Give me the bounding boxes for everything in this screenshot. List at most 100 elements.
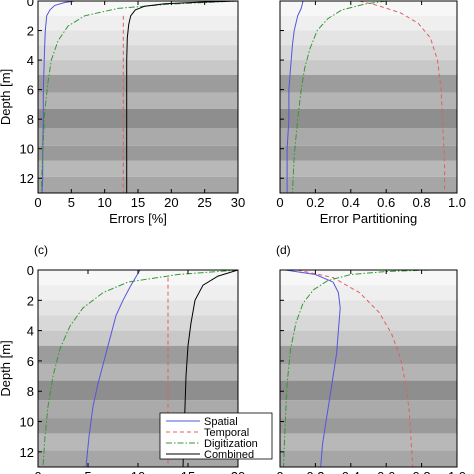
depth-band <box>38 363 238 381</box>
y-tick-label: 0 <box>27 0 34 9</box>
x-tick-label: 0 <box>34 195 41 210</box>
depth-band <box>38 145 238 161</box>
x-tick-label: 1.0 <box>448 195 466 210</box>
depth-band <box>280 30 457 46</box>
y-tick-label: 8 <box>27 112 34 127</box>
y-tick-label: 4 <box>27 53 34 68</box>
series-line-digitization <box>291 1 387 193</box>
legend-label: Combined <box>204 449 254 461</box>
y-tick-label: 12 <box>20 445 34 460</box>
x-tick-label: 0.4 <box>342 469 360 474</box>
series-line-digitization <box>283 270 431 467</box>
depth-band <box>38 128 238 146</box>
series-clip <box>285 270 341 467</box>
y-tick-label: 2 <box>27 24 34 39</box>
y-tick-label: 10 <box>20 142 34 157</box>
x-axis-label: Errors [%] <box>109 211 167 226</box>
plot-frame <box>279 0 458 194</box>
x-tick-label: 10 <box>97 195 111 210</box>
x-tick-label: 30 <box>231 195 245 210</box>
depth-band <box>280 400 457 419</box>
depth-band <box>280 128 457 146</box>
x-tick-label: 10 <box>131 469 145 474</box>
x-tick-label: 15 <box>131 195 145 210</box>
y-tick-label: 4 <box>27 324 34 339</box>
panel-a: 0 5 10 15 20 25 30 0 2 4 6 8 10 12 Errors [%] Depth [m] <box>0 0 245 226</box>
depth-band <box>280 315 457 331</box>
depth-band <box>38 92 238 109</box>
panel-tag: (c) <box>34 243 48 257</box>
series-clip <box>291 1 387 193</box>
y-tick-label: 0 <box>27 263 34 278</box>
panel-tag: (d) <box>276 243 291 257</box>
depth-band <box>280 108 457 129</box>
depth-band <box>280 176 457 193</box>
depth-band <box>38 15 238 31</box>
series-line-temporal <box>359 1 446 193</box>
panel-d: 0 0.2 0.4 0.6 0.8 1.0 (d) <box>276 243 466 474</box>
x-tick-label: 0 <box>34 469 41 474</box>
depth-band <box>280 270 457 286</box>
depth-band <box>280 92 457 109</box>
x-tick-label: 0 <box>276 469 283 474</box>
series-line-spatial <box>85 270 141 467</box>
x-tick-label: 0 <box>276 195 283 210</box>
depth-band <box>38 45 238 61</box>
depth-band <box>280 300 457 316</box>
depth-band <box>280 74 457 93</box>
depth-band <box>38 315 238 331</box>
depth-band <box>38 345 238 364</box>
x-axis-label: Error Partitioning <box>320 211 418 226</box>
y-tick-label: 8 <box>27 384 34 399</box>
depth-band <box>38 60 238 75</box>
series-clip <box>85 270 141 467</box>
depth-band <box>38 285 238 301</box>
panel-b: 0 0.2 0.4 0.6 0.8 1.0 Error Partitioning <box>276 0 466 226</box>
series-clip <box>297 270 414 467</box>
depth-band <box>280 450 457 467</box>
series-clip <box>283 270 431 467</box>
depth-band <box>38 160 238 177</box>
x-tick-label: 20 <box>164 195 178 210</box>
legend-label: Temporal <box>204 427 249 439</box>
x-tick-label: 5 <box>84 469 91 474</box>
depth-band <box>38 330 238 346</box>
series-clip <box>42 270 238 467</box>
depth-band <box>280 380 457 401</box>
x-tick-label: 5 <box>68 195 75 210</box>
depth-band <box>280 363 457 381</box>
depth-band <box>38 74 238 93</box>
depth-band <box>38 30 238 46</box>
x-tick-label: 0.2 <box>306 195 324 210</box>
depth-band <box>280 45 457 61</box>
depth-band <box>280 285 457 301</box>
y-tick-label: 10 <box>20 415 34 430</box>
depth-band <box>280 15 457 31</box>
x-tick-label: 0.8 <box>413 195 431 210</box>
x-tick-label: 20 <box>231 469 245 474</box>
x-tick-label: 0.6 <box>377 195 395 210</box>
depth-band <box>280 345 457 364</box>
depth-band <box>280 60 457 75</box>
x-tick-label: 25 <box>197 195 211 210</box>
depth-band <box>280 145 457 161</box>
x-tick-label: 0.2 <box>306 469 324 474</box>
depth-band <box>280 418 457 434</box>
y-tick-label: 2 <box>27 293 34 308</box>
series-clip <box>126 1 238 193</box>
depth-band <box>280 433 457 451</box>
y-axis-label: Depth [m] <box>0 69 13 125</box>
series-line-digitization <box>42 270 238 467</box>
depth-band <box>38 380 238 401</box>
depth-band <box>38 300 238 316</box>
x-tick-label: 1.0 <box>448 469 466 474</box>
series-line-temporal <box>297 270 414 467</box>
y-tick-label: 12 <box>20 171 34 186</box>
depth-band <box>38 176 238 193</box>
series-line-spatial <box>285 270 341 467</box>
depth-band <box>38 108 238 129</box>
x-tick-label: 15 <box>181 469 195 474</box>
depth-band <box>280 1 457 16</box>
